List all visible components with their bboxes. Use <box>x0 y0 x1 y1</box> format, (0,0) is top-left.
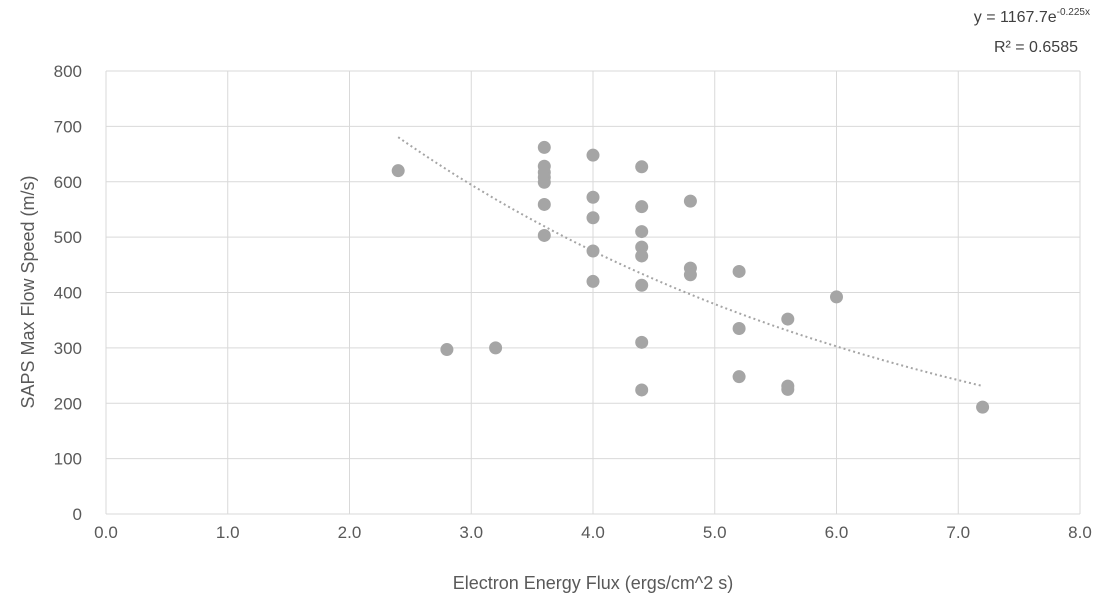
data-point <box>586 211 600 225</box>
y-tick-label: 600 <box>54 173 82 192</box>
y-tick-label: 500 <box>54 228 82 247</box>
data-point <box>732 370 746 384</box>
trendline-equation-exponent: -0.225x <box>1057 7 1090 18</box>
y-tick-label: 700 <box>54 117 82 136</box>
trendline-r-squared: R² = 0.6585 <box>994 39 1078 56</box>
x-tick-label: 0.0 <box>94 523 118 542</box>
data-point <box>781 382 795 396</box>
data-point <box>489 341 503 355</box>
x-tick-label: 1.0 <box>216 523 240 542</box>
data-point <box>635 335 649 349</box>
data-point <box>635 225 649 239</box>
data-points <box>391 140 990 414</box>
data-point <box>537 175 551 189</box>
y-tick-label: 200 <box>54 394 82 413</box>
data-point <box>391 164 405 178</box>
trendline-equation: y = 1167.7e-0.225x <box>974 7 1090 26</box>
x-tick-label: 8.0 <box>1068 523 1092 542</box>
gridlines <box>105 70 1081 515</box>
data-point <box>830 290 843 304</box>
y-tick-label: 0 <box>73 505 82 524</box>
trendline <box>397 136 983 387</box>
data-point <box>781 312 795 326</box>
data-point <box>635 160 649 174</box>
y-axis-tick-labels: 0 100 200 300 400 500 600 700 800 <box>54 62 82 524</box>
x-tick-label: 7.0 <box>946 523 970 542</box>
x-tick-label: 3.0 <box>459 523 483 542</box>
data-point <box>537 228 551 242</box>
data-point <box>635 200 649 214</box>
x-axis-tick-labels: 0.0 1.0 2.0 3.0 4.0 5.0 6.0 7.0 8.0 <box>94 523 1092 542</box>
y-tick-label: 400 <box>54 284 82 303</box>
x-tick-label: 6.0 <box>825 523 849 542</box>
data-point <box>586 244 600 258</box>
data-point <box>635 383 649 397</box>
data-point <box>635 278 649 292</box>
y-tick-label: 800 <box>54 62 82 81</box>
data-point <box>586 148 600 162</box>
data-point <box>635 249 649 263</box>
data-point <box>537 197 551 211</box>
data-point <box>440 343 454 357</box>
data-point <box>976 400 990 414</box>
data-point <box>732 321 746 335</box>
data-point <box>586 190 600 204</box>
data-point <box>586 274 600 288</box>
y-tick-label: 100 <box>54 450 82 469</box>
x-axis-title: Electron Energy Flux (ergs/cm^2 s) <box>453 573 734 593</box>
y-tick-label: 300 <box>54 339 82 358</box>
x-tick-label: 4.0 <box>581 523 605 542</box>
trendline-group <box>397 136 983 387</box>
x-tick-label: 5.0 <box>703 523 727 542</box>
data-point <box>537 140 551 154</box>
data-point <box>683 194 697 208</box>
data-point <box>683 268 697 282</box>
trendline-equation-base: y = 1167.7e <box>974 9 1057 26</box>
y-axis-title: SAPS Max Flow Speed (m/s) <box>18 175 38 408</box>
x-tick-label: 2.0 <box>338 523 362 542</box>
data-point <box>732 264 746 278</box>
